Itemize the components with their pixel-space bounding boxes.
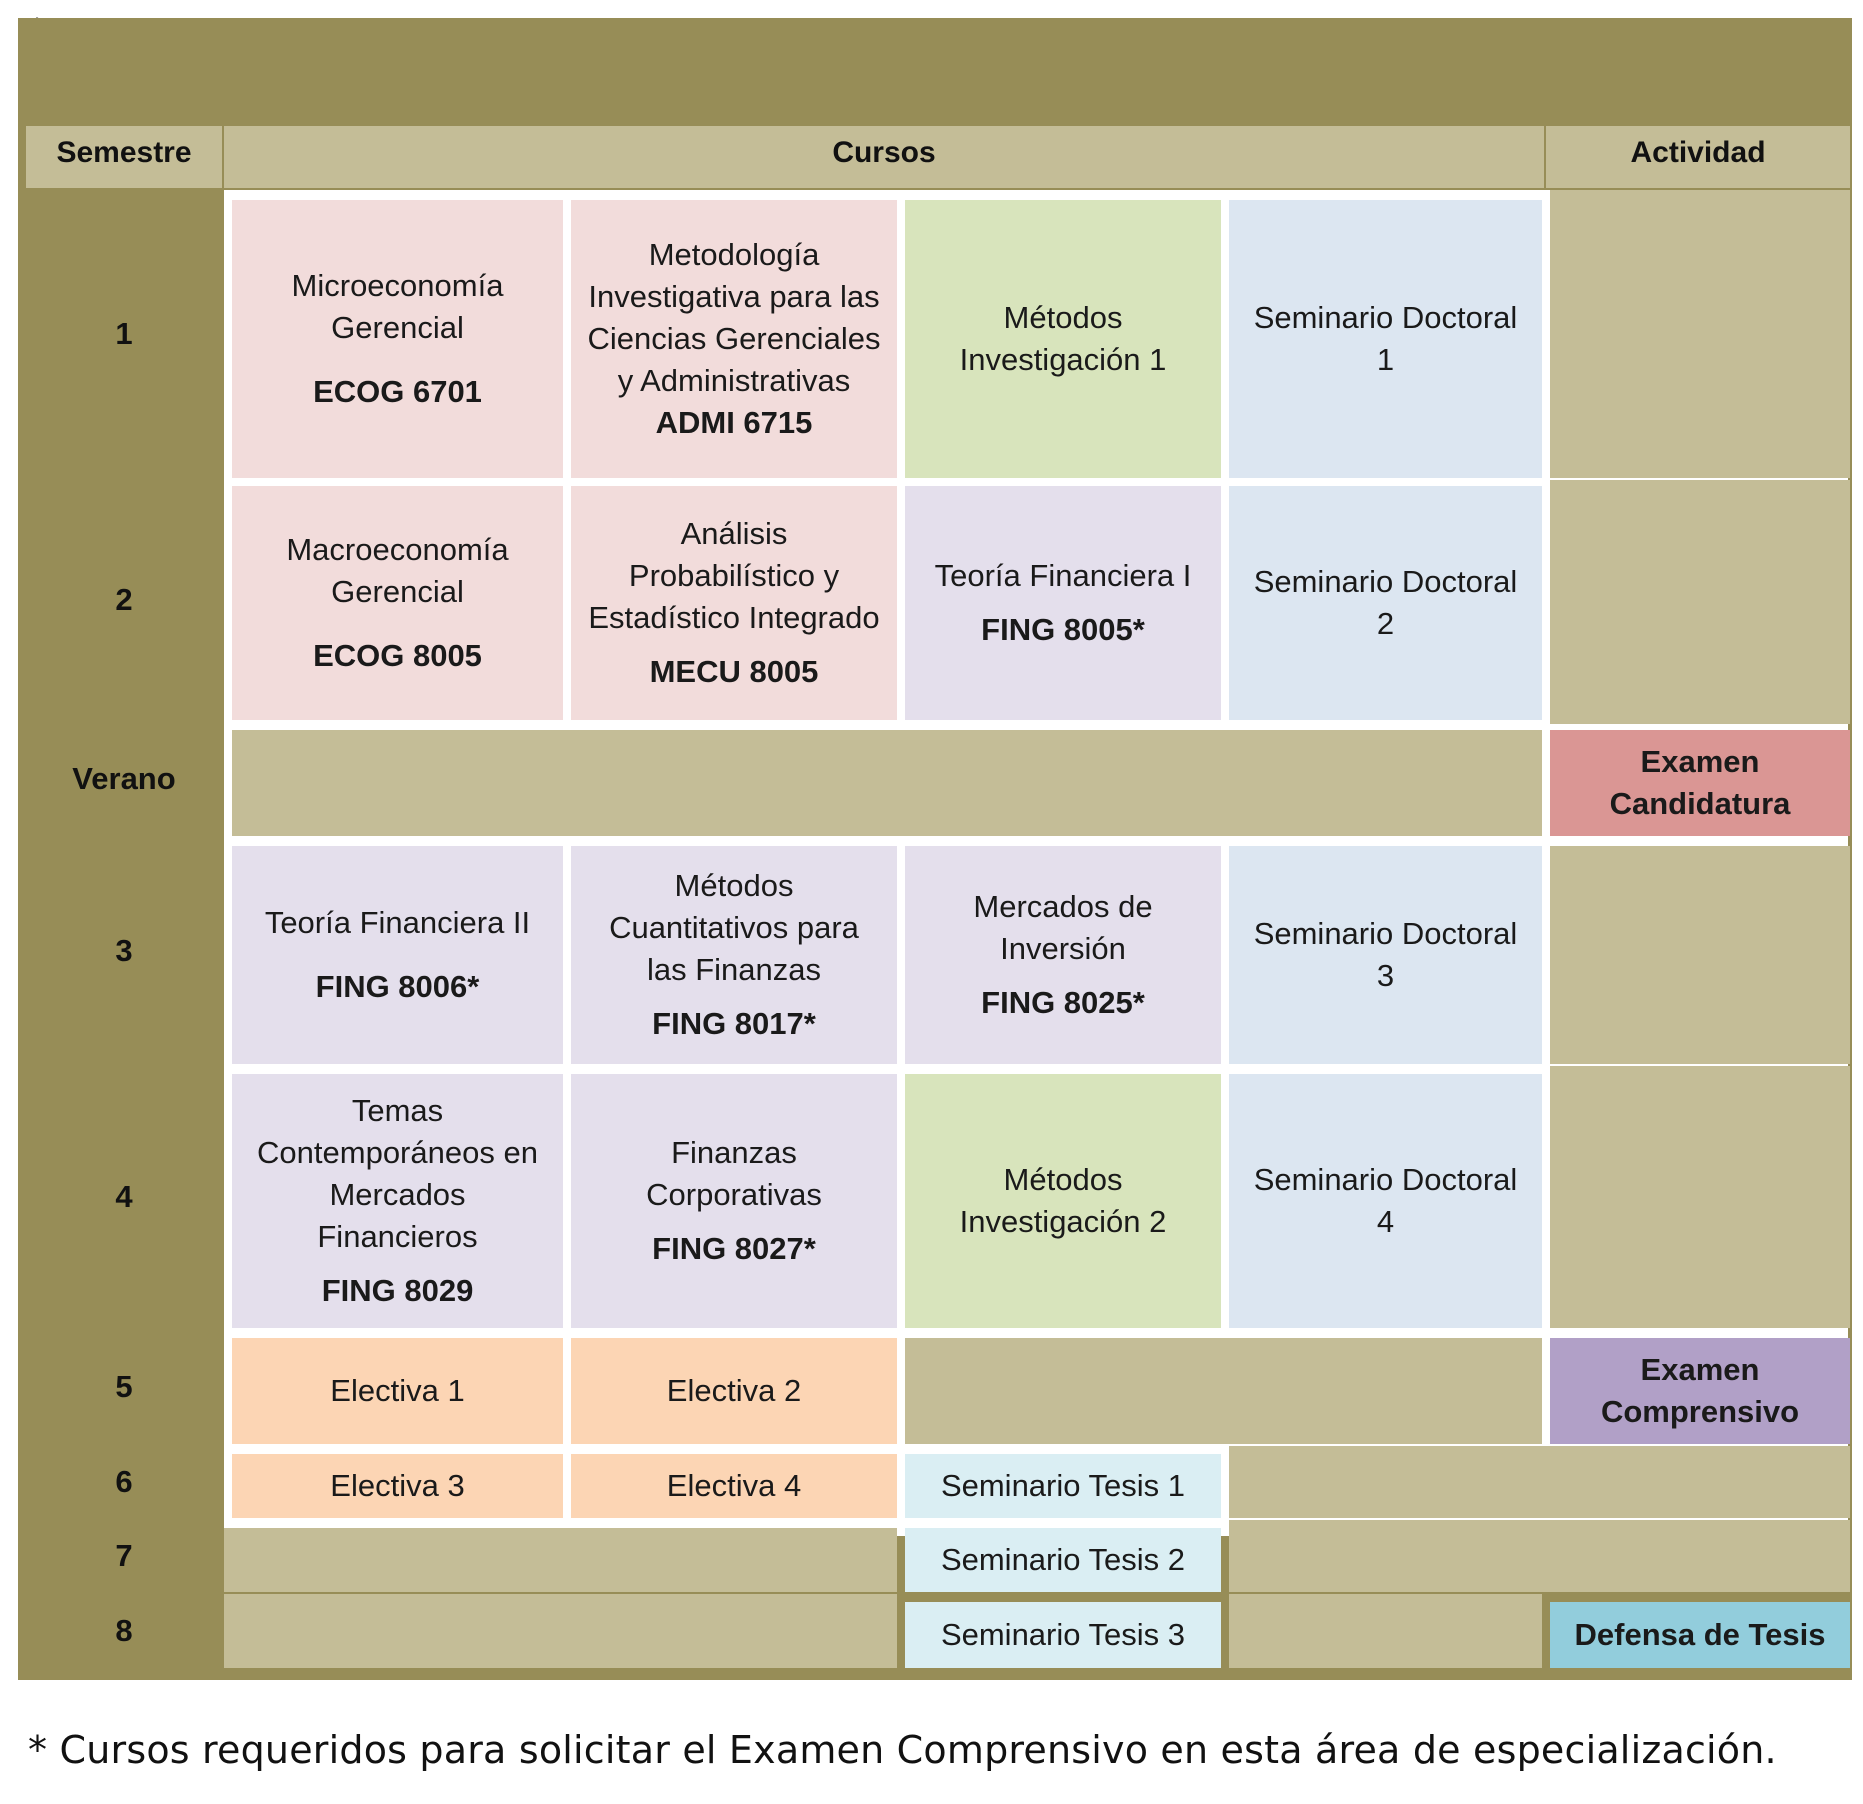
course-cell: Electiva 2 <box>571 1338 897 1444</box>
course-code: FING 8006* <box>315 969 480 1004</box>
activity-examen-comprensivo: Examen Comprensivo <box>1550 1338 1850 1444</box>
course-cell: Análisis Probabilístico y Estadístico In… <box>571 486 897 720</box>
course-cell: Macroeconomía Gerencial ECOG 8005 <box>232 486 563 720</box>
course-cell: Mercados de Inversión FING 8025* <box>905 846 1221 1064</box>
course-code: ECOG 6701 <box>313 374 482 409</box>
activity-empty <box>1550 190 1850 478</box>
course-name: Métodos Investigación 2 <box>959 1162 1167 1239</box>
course-name: Teoría Financiera I <box>934 558 1192 593</box>
course-name: Macroeconomía Gerencial <box>286 532 509 609</box>
course-cell: Seminario Doctoral 4 <box>1229 1074 1542 1328</box>
course-code: FING 8027* <box>652 1231 816 1266</box>
activity-empty <box>1550 480 1850 724</box>
empty-cell <box>905 1338 1542 1444</box>
activity-defensa-tesis: Defensa de Tesis <box>1550 1602 1850 1668</box>
top-mark: . <box>34 0 41 25</box>
course-cell: Seminario Tesis 1 <box>905 1454 1221 1518</box>
course-cell: Teoría Financiera I FING 8005* <box>905 486 1221 720</box>
course-code: FING 8017* <box>652 1006 816 1041</box>
course-name: Microeconomía Gerencial <box>291 268 504 345</box>
semester-label: 4 <box>26 1066 222 1328</box>
course-name: Electiva 4 <box>666 1468 802 1503</box>
course-code: FING 8025* <box>981 985 1145 1020</box>
semester-label: 6 <box>26 1446 222 1518</box>
activity-empty <box>1550 846 1850 1064</box>
course-cell: Seminario Tesis 2 <box>905 1528 1221 1592</box>
course-cell: Seminario Doctoral 2 <box>1229 486 1542 720</box>
course-cell: Electiva 4 <box>571 1454 897 1518</box>
course-code: ECOG 8005 <box>313 638 482 673</box>
header-semestre: Semestre <box>26 126 222 188</box>
course-cell: Seminario Doctoral 1 <box>1229 200 1542 478</box>
semester-label: 3 <box>26 838 222 1064</box>
header-actividad: Actividad <box>1546 126 1850 188</box>
course-name: Análisis Probabilístico y Estadístico In… <box>588 516 880 635</box>
course-cell: Métodos Investigación 1 <box>905 200 1221 478</box>
summer-empty <box>232 730 1542 836</box>
course-cell: Electiva 3 <box>232 1454 563 1518</box>
course-name: Teoría Financiera II <box>264 905 531 940</box>
course-code: ADMI 6715 <box>655 405 813 440</box>
course-cell: Finanzas Corporativas FING 8027* <box>571 1074 897 1328</box>
course-name: Temas Contemporáneos en Mercados Financi… <box>257 1093 538 1254</box>
course-cell: Métodos Cuantitativos para las Finanzas … <box>571 846 897 1064</box>
course-code: FING 8029 <box>321 1273 474 1308</box>
course-name: Seminario Tesis 3 <box>940 1617 1186 1652</box>
curriculum-table: Semestre Cursos Actividad 1 Microeconomí… <box>18 18 1852 1680</box>
empty-cell <box>1229 1520 1850 1592</box>
course-name: Seminario Doctoral 4 <box>1253 1162 1518 1239</box>
course-cell: Métodos Investigación 2 <box>905 1074 1221 1328</box>
course-name: Seminario Doctoral 1 <box>1253 300 1518 377</box>
empty-cell <box>1229 1594 1542 1668</box>
semester-label: 2 <box>26 480 222 720</box>
header-cursos: Cursos <box>224 126 1544 188</box>
empty-cell <box>224 1528 897 1592</box>
semester-label: 1 <box>26 190 222 478</box>
semester-label: Verano <box>26 722 222 836</box>
course-name: Seminario Doctoral 3 <box>1253 916 1518 993</box>
course-cell: Teoría Financiera II FING 8006* <box>232 846 563 1064</box>
course-cell: Metodología Investigativa para las Cienc… <box>571 200 897 478</box>
activity-empty <box>1550 1066 1850 1328</box>
footnote: * Cursos requeridos para solicitar el Ex… <box>28 1728 1777 1772</box>
empty-cell <box>1229 1446 1850 1518</box>
course-cell: Microeconomía Gerencial ECOG 6701 <box>232 200 563 478</box>
course-name: Seminario Doctoral 2 <box>1253 564 1518 641</box>
course-cell: Seminario Tesis 3 <box>905 1602 1221 1668</box>
course-cell: Seminario Doctoral 3 <box>1229 846 1542 1064</box>
course-name: Seminario Tesis 1 <box>940 1468 1186 1503</box>
empty-cell <box>224 1594 897 1668</box>
course-name: Electiva 3 <box>330 1468 465 1503</box>
course-name: Electiva 2 <box>666 1373 802 1408</box>
semester-label: 8 <box>26 1594 222 1668</box>
course-name: Seminario Tesis 2 <box>940 1542 1186 1577</box>
course-name: Finanzas Corporativas <box>646 1135 822 1212</box>
course-name: Metodología Investigativa para las Cienc… <box>587 237 881 398</box>
course-cell: Electiva 1 <box>232 1338 563 1444</box>
semester-label: 5 <box>26 1330 222 1444</box>
course-cell: Temas Contemporáneos en Mercados Financi… <box>232 1074 563 1328</box>
activity-examen-candidatura: Examen Candidatura <box>1550 730 1850 836</box>
course-code: FING 8005* <box>981 612 1145 647</box>
course-name: Métodos Investigación 1 <box>959 300 1167 377</box>
semester-label: 7 <box>26 1520 222 1592</box>
course-name: Mercados de Inversión <box>973 889 1153 966</box>
course-code: MECU 8005 <box>649 654 819 689</box>
course-name: Métodos Cuantitativos para las Finanzas <box>609 868 859 987</box>
course-name: Electiva 1 <box>330 1373 465 1408</box>
